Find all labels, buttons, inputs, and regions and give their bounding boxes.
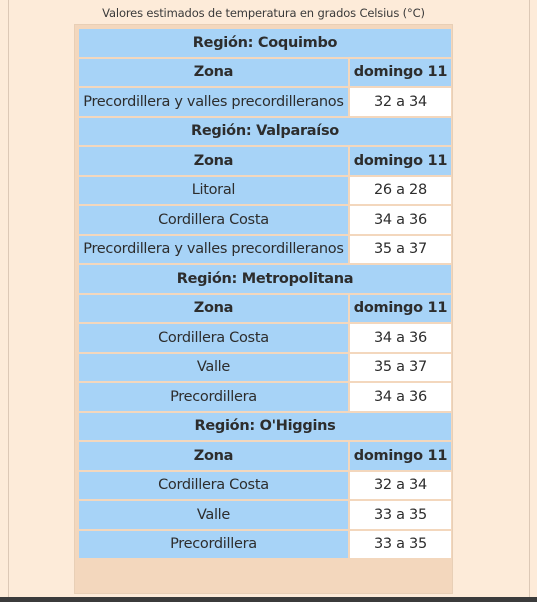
table-row: Cordillera Costa 34 a 36 [79,206,451,234]
zone-cell: Precordillera y valles precordilleranos [79,88,348,116]
table-row: Cordillera Costa 32 a 34 [79,471,451,499]
zone-column-header: Zona [79,58,348,86]
table-row: Precordillera 33 a 35 [79,530,451,558]
left-divider [8,0,9,598]
table-caption: Valores estimados de temperatura en grad… [102,6,425,20]
zone-cell: Precordillera [79,383,348,411]
temperature-value-cell: 33 a 35 [349,530,451,558]
table-row: Precordillera y valles precordilleranos 3… [79,235,451,263]
right-divider [529,0,530,598]
bottom-bar [0,597,537,602]
region-title: Región: Metropolitana [79,265,451,293]
temperature-value-cell: 34 a 36 [349,206,451,234]
temperature-value-cell: 34 a 36 [349,324,451,352]
region-title: Región: Coquimbo [79,29,451,57]
table-row: Litoral 26 a 28 [79,176,451,204]
temperature-value-cell: 26 a 28 [349,176,451,204]
table-row: Cordillera Costa 34 a 36 [79,324,451,352]
table-row: Precordillera y valles precordilleranos 3… [79,88,451,116]
zone-cell: Precordillera y valles precordilleranos [79,235,348,263]
column-header-row: Zona domingo 11 [79,147,451,175]
day-column-header: domingo 11 [349,294,451,322]
zone-column-header: Zona [79,442,348,470]
zone-column-header: Zona [79,294,348,322]
zone-cell: Valle [79,353,348,381]
temperature-table-container: Región: Coquimbo Zona domingo 11 Precordill… [74,24,453,594]
day-column-header: domingo 11 [349,442,451,470]
day-column-header: domingo 11 [349,147,451,175]
temperature-value-cell: 33 a 35 [349,501,451,529]
zone-cell: Cordillera Costa [79,324,348,352]
table-row: Valle 33 a 35 [79,501,451,529]
column-header-row: Zona domingo 11 [79,58,451,86]
zone-cell: Precordillera [79,530,348,558]
table-row: Precordillera 34 a 36 [79,383,451,411]
zone-cell: Cordillera Costa [79,471,348,499]
temperature-value-cell: 35 a 37 [349,353,451,381]
temperature-value-cell: 34 a 36 [349,383,451,411]
region-title: Región: O'Higgins [79,412,451,440]
temperature-value-cell: 32 a 34 [349,471,451,499]
region-row: Región: Valparaíso [79,117,451,145]
zone-cell: Litoral [79,176,348,204]
temperature-value-cell: 32 a 34 [349,88,451,116]
zone-cell: Cordillera Costa [79,206,348,234]
temperature-table: Región: Coquimbo Zona domingo 11 Precordill… [77,27,453,560]
region-row: Región: Coquimbo [79,29,451,57]
column-header-row: Zona domingo 11 [79,294,451,322]
region-row: Región: O'Higgins [79,412,451,440]
day-column-header: domingo 11 [349,58,451,86]
region-row: Región: Metropolitana [79,265,451,293]
zone-cell: Valle [79,501,348,529]
table-row: Valle 35 a 37 [79,353,451,381]
region-title: Región: Valparaíso [79,117,451,145]
column-header-row: Zona domingo 11 [79,442,451,470]
temperature-value-cell: 35 a 37 [349,235,451,263]
zone-column-header: Zona [79,147,348,175]
temperature-table-body: Región: Coquimbo Zona domingo 11 Precordill… [79,29,451,558]
